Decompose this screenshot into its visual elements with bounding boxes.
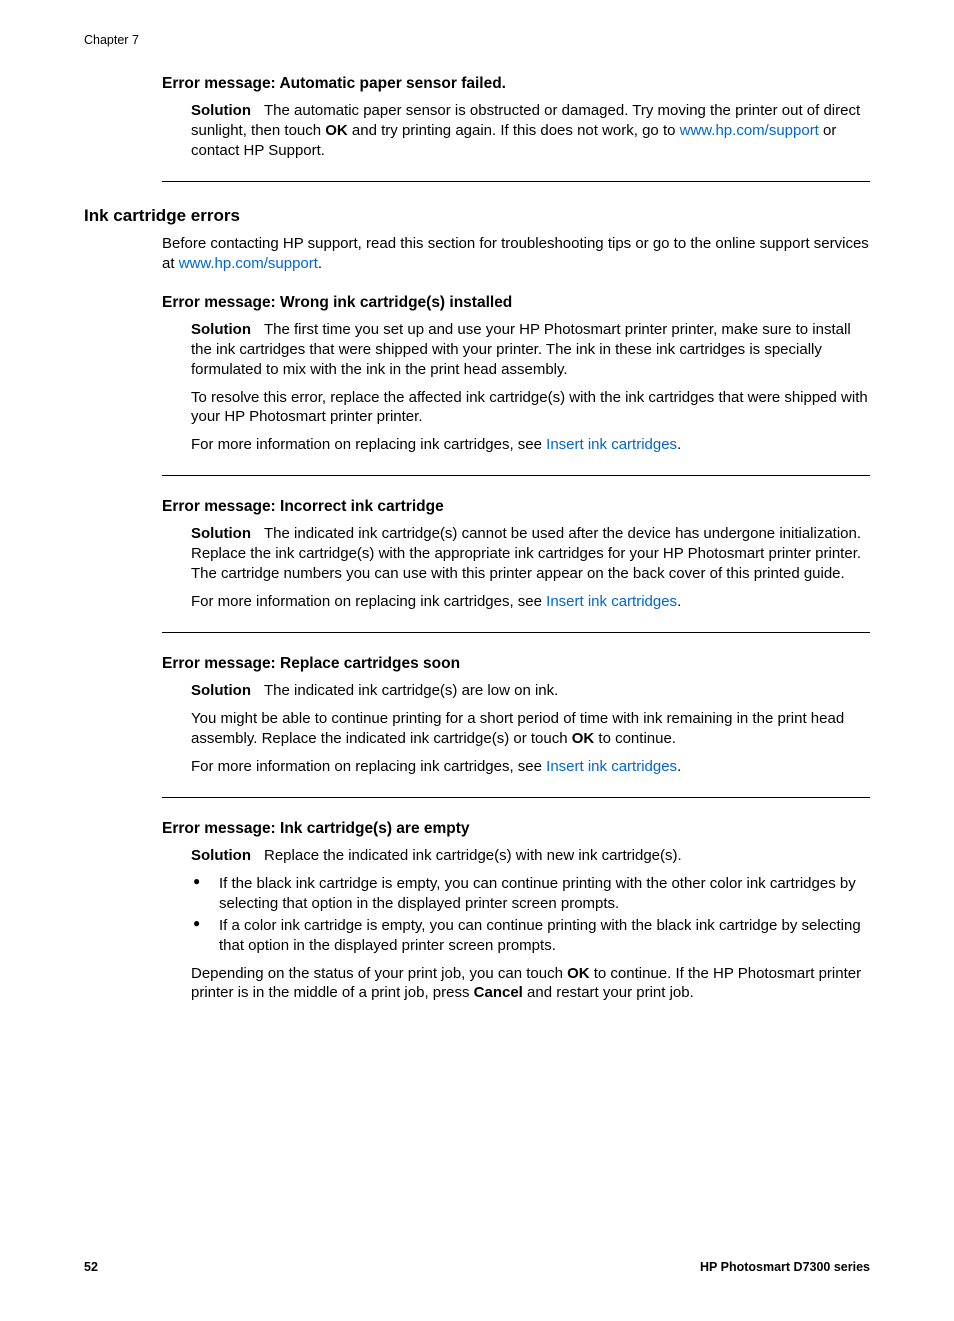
content-area: Error message: Automatic paper sensor fa… [162,75,870,1003]
error-heading: Error message: Replace cartridges soon [162,655,870,673]
error-heading: Error message: Wrong ink cartridge(s) in… [162,294,870,312]
body-paragraph: For more information on replacing ink ca… [191,435,870,455]
footer: 52 HP Photosmart D7300 series [84,1260,870,1274]
bold-text: Cancel [474,984,523,1001]
bullet-item: If a color ink cartridge is empty, you c… [191,916,870,956]
solution-label: Solution [191,321,251,338]
solution-block: SolutionThe indicated ink cartridge(s) a… [191,681,870,777]
error-heading: Error message: Automatic paper sensor fa… [162,75,870,93]
body-paragraph: For more information on replacing ink ca… [191,757,870,777]
solution-paragraph: SolutionThe indicated ink cartridge(s) a… [191,681,870,701]
divider [162,181,870,182]
error-heading: Error message: Incorrect ink cartridge [162,498,870,516]
link-text[interactable]: Insert ink cartridges [546,593,677,610]
body-paragraph: You might be able to continue printing f… [191,709,870,749]
divider [162,475,870,476]
body-paragraph: To resolve this error, replace the affec… [191,388,870,428]
error-heading: Error message: Ink cartridge(s) are empt… [162,820,870,838]
chapter-label: Chapter 7 [84,33,870,47]
bullet-list: If the black ink cartridge is empty, you… [191,874,870,956]
link-text[interactable]: www.hp.com/support [680,122,819,139]
solution-label: Solution [191,102,251,119]
divider [162,632,870,633]
solution-block: SolutionReplace the indicated ink cartri… [191,846,870,1004]
bold-text: OK [572,730,595,747]
page-number: 52 [84,1260,98,1274]
error-block: Error message: Incorrect ink cartridge S… [162,498,870,633]
solution-label: Solution [191,682,251,699]
bold-text: OK [325,122,348,139]
solution-paragraph: SolutionThe first time you set up and us… [191,320,870,380]
section-intro: Before contacting HP support, read this … [162,234,870,274]
body-paragraph: For more information on replacing ink ca… [191,592,870,612]
solution-label: Solution [191,525,251,542]
error-block: Error message: Replace cartridges soon S… [162,655,870,798]
link-text[interactable]: Insert ink cartridges [546,436,677,453]
solution-block: SolutionThe first time you set up and us… [191,320,870,456]
bold-text: OK [567,965,590,982]
divider [162,797,870,798]
error-block: Error message: Wrong ink cartridge(s) in… [162,294,870,477]
solution-paragraph: SolutionThe indicated ink cartridge(s) c… [191,524,870,584]
bullet-item: If the black ink cartridge is empty, you… [191,874,870,914]
solution-block: SolutionThe indicated ink cartridge(s) c… [191,524,870,612]
body-paragraph: Depending on the status of your print jo… [191,964,870,1004]
error-block: Error message: Ink cartridge(s) are empt… [162,820,870,1004]
error-block: Error message: Automatic paper sensor fa… [162,75,870,182]
page: Chapter 7 Error message: Automatic paper… [0,0,954,1321]
solution-block: SolutionThe automatic paper sensor is ob… [191,101,870,161]
link-text[interactable]: www.hp.com/support [179,255,318,272]
link-text[interactable]: Insert ink cartridges [546,758,677,775]
solution-label: Solution [191,847,251,864]
section-heading: Ink cartridge errors [84,206,870,226]
product-name: HP Photosmart D7300 series [700,1260,870,1274]
solution-paragraph: SolutionReplace the indicated ink cartri… [191,846,870,866]
solution-paragraph: SolutionThe automatic paper sensor is ob… [191,101,870,161]
